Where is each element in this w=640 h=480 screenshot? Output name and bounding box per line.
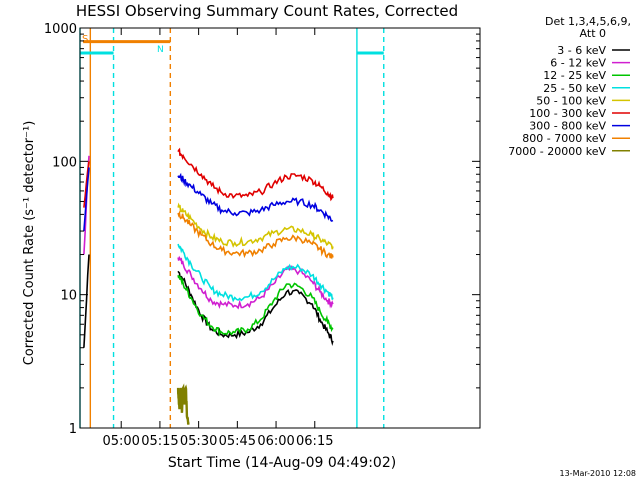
x-tick-label-2: 05:30 [180,434,217,449]
legend-header-line-2: Att 0 [580,27,606,40]
x-tick-label-0: 05:00 [102,434,139,449]
x-tick-label-4: 06:00 [257,434,294,449]
x-tick-label-5: 06:15 [296,434,333,449]
y-tick-label-2: 100 [52,155,77,170]
legend-label-7: 800 - 7000 keV [522,132,606,145]
series-2-segment-0 [177,275,334,337]
y-tick-label-1: 10 [60,289,77,304]
flag-bars: SN [80,34,384,55]
legend-header-line-1: Det 1,3,4,5,6,9, [545,15,631,28]
flag-label-n: N [157,45,164,55]
legend-label-8: 7000 - 20000 keV [508,145,606,158]
plot-frame [79,27,481,429]
x-axis-label: Start Time (14-Aug-09 04:49:02) [168,455,396,471]
legend-label-4: 50 - 100 keV [536,94,606,107]
legend-label-0: 3 - 6 keV [557,44,606,57]
series-0-segment-1 [177,270,334,346]
x-tick-label-1: 05:15 [141,434,178,449]
footer-timestamp: 13-Mar-2010 12:08 [560,469,637,478]
chart-title: HESSI Observing Summary Count Rates, Cor… [76,2,458,20]
series-6-segment-0 [83,167,90,232]
y-axis-label: Corrected Count Rate (s⁻¹ detector⁻¹) [22,121,37,366]
series-1-segment-1 [177,255,334,310]
series-5-segment-1 [177,147,334,202]
y-tick-label-0: 1 [69,422,77,437]
legend-label-3: 25 - 50 keV [543,82,606,95]
series-0-segment-0 [83,254,90,348]
series-8-segment-0 [176,383,190,425]
flag-label-s: S [82,34,88,45]
legend-label-1: 6 - 12 keV [550,57,606,70]
x-tick-label-3: 05:45 [219,434,256,449]
data-series [83,147,334,425]
axis-ticks: 05:00 05:15 05:30 05:45 06:00 06:15 1 10 100 1000 [44,22,480,449]
series-7-segment-0 [177,210,334,259]
y-tick-label-3: 1000 [44,22,77,37]
legend-label-6: 300 - 800 keV [529,120,606,133]
series-5-segment-0 [83,161,90,208]
legend-label-2: 12 - 25 keV [543,69,606,82]
series-6-segment-1 [177,172,334,222]
series-3-segment-0 [177,243,334,303]
series-4-segment-0 [177,202,334,250]
legend-label-5: 100 - 300 keV [529,107,606,120]
vertical-markers [79,28,385,428]
